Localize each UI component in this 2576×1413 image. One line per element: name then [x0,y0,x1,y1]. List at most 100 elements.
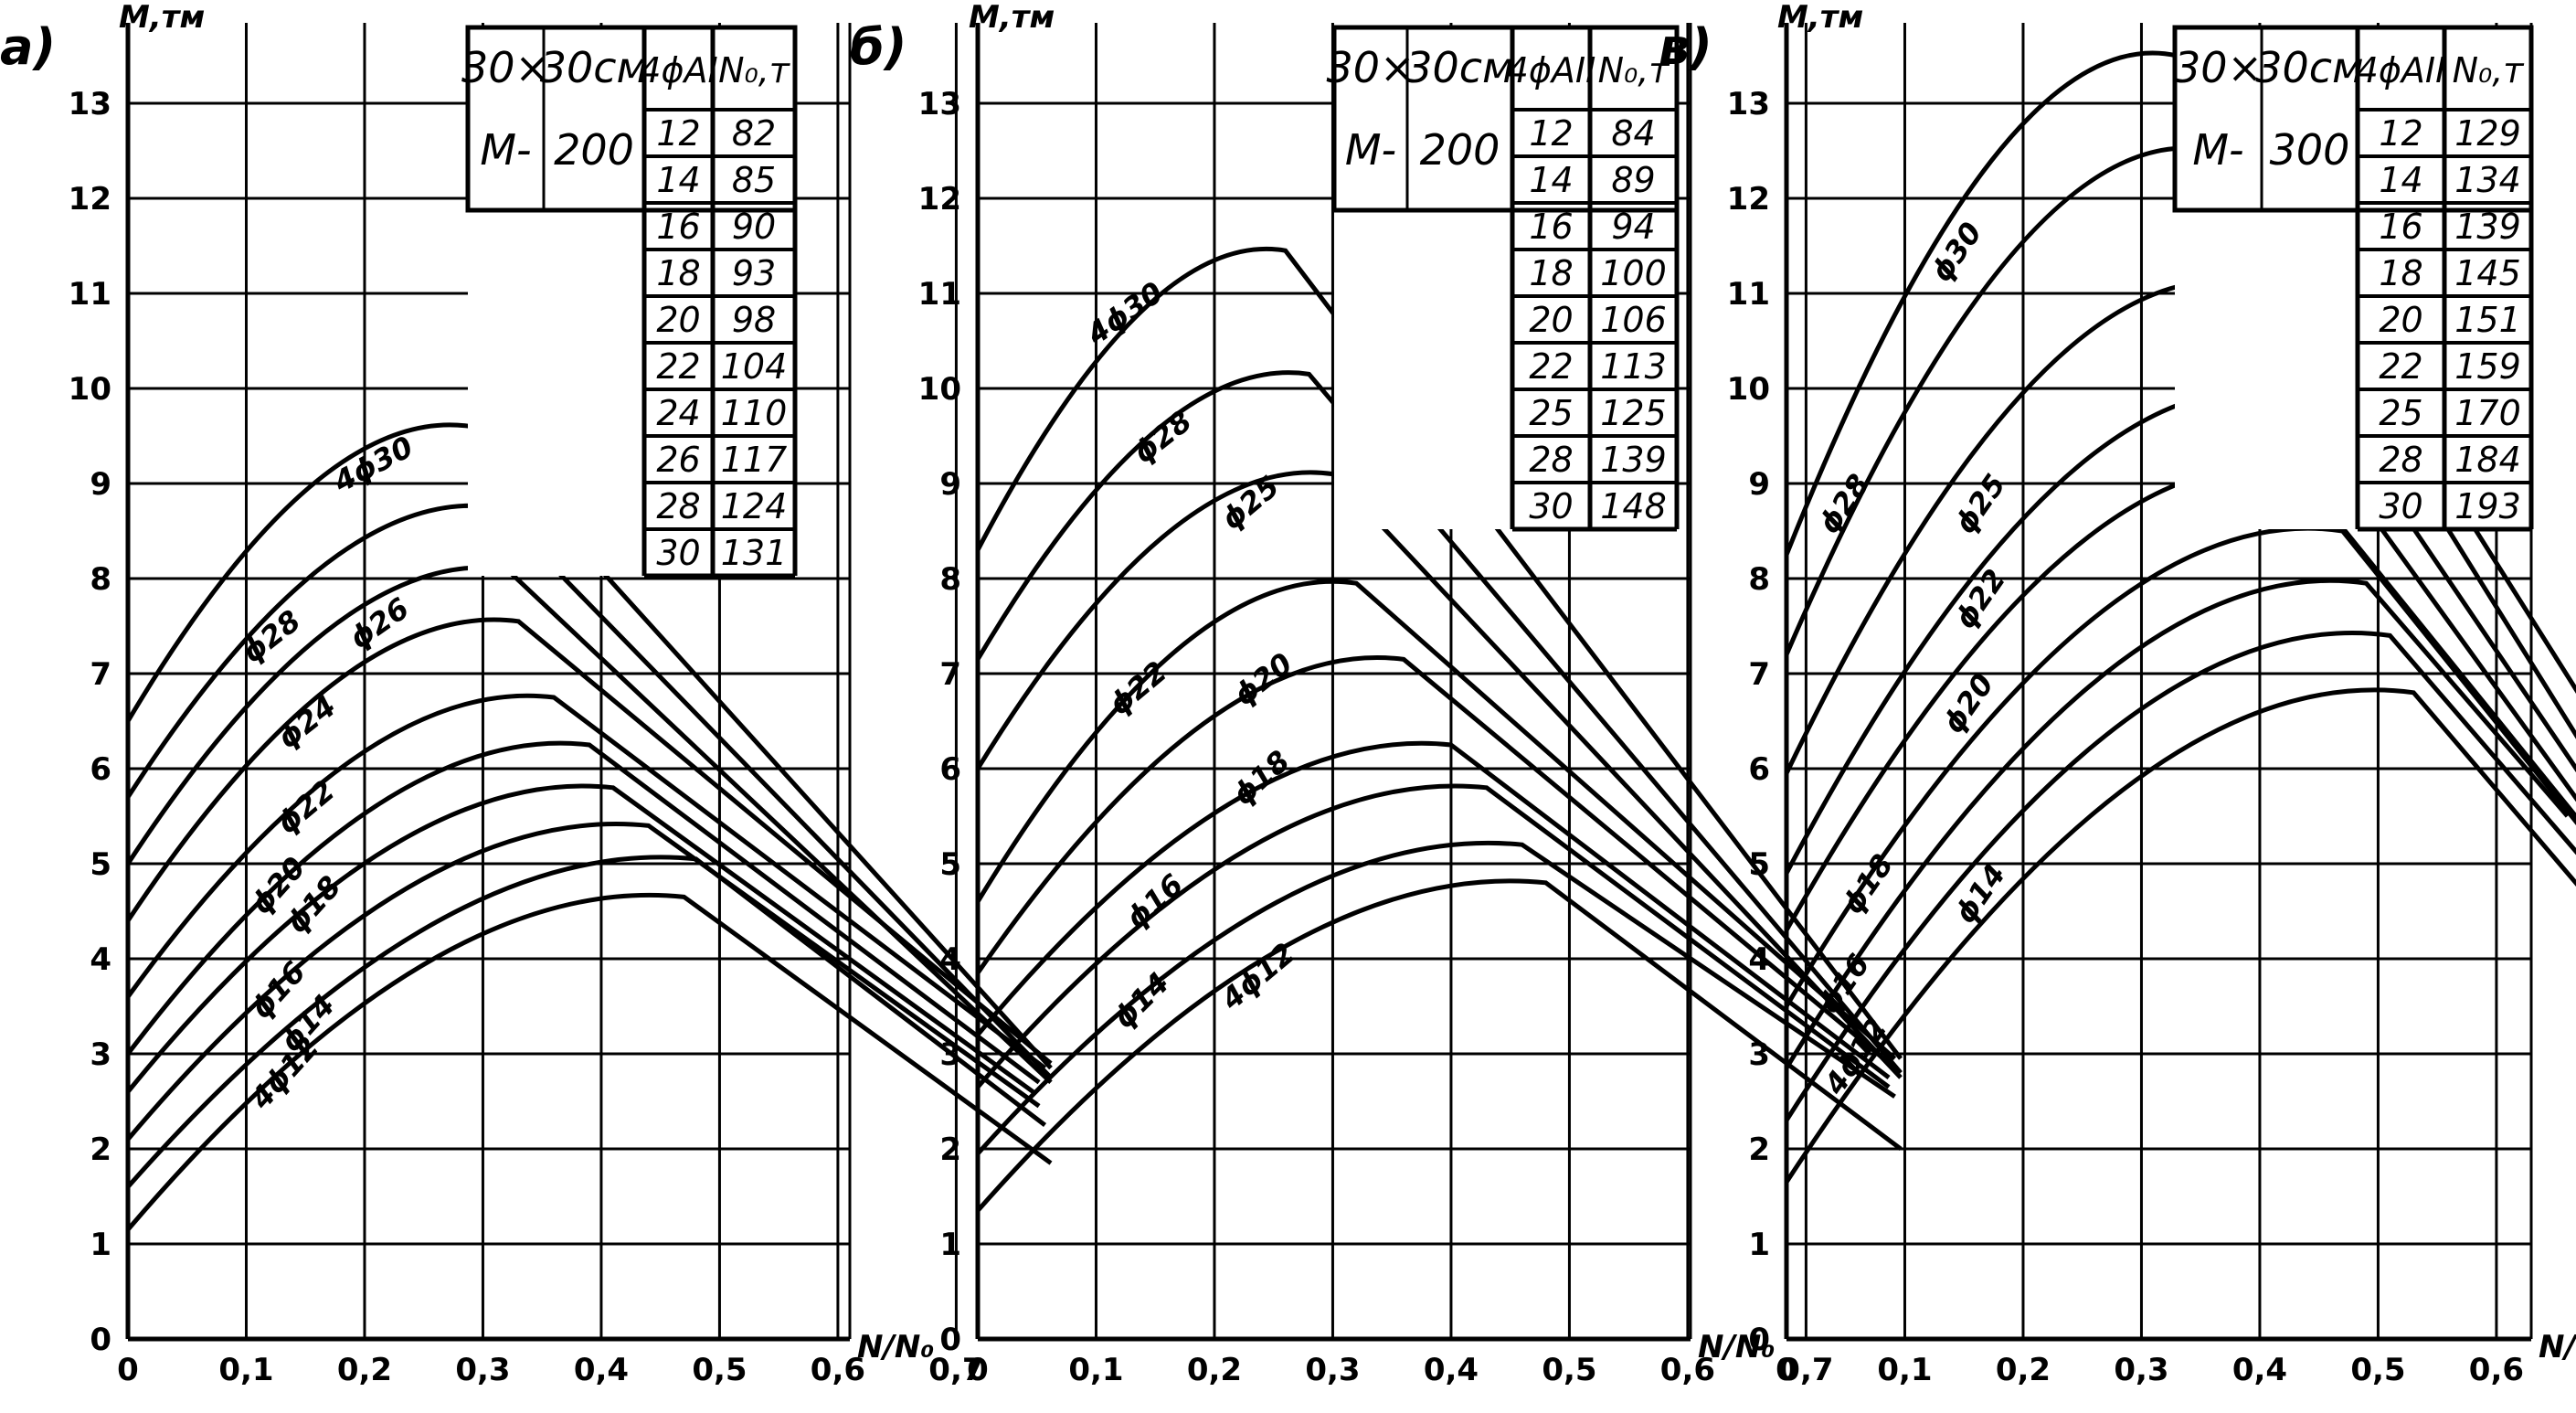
table-cell-bar: 30 [656,533,700,573]
x-tick-label: 0,2 [337,1352,392,1388]
table-header-force: N₀,т [718,50,791,90]
table-cell-bar: 20 [656,300,700,340]
curve-label: ϕ26 [343,590,415,655]
table-cell-force: 145 [2454,253,2521,293]
x-tick-label: 0,6 [811,1352,865,1388]
table-cell-force: 125 [1600,393,1667,433]
table-cell-force: 85 [732,160,776,200]
series-line-8 [975,247,1903,1060]
y-tick-label: 8 [1748,561,1770,598]
y-tick-label: 13 [1727,86,1770,122]
y-tick-label: 4 [1748,941,1770,978]
table-concrete-b: 200 [554,125,634,175]
table-cell-bar: 30 [2379,486,2422,526]
x-tick-label: 0 [117,1352,139,1388]
y-tick-label: 11 [69,276,111,313]
curve-label: ϕ14 [1947,857,2012,930]
series-line-2 [976,783,1891,1089]
curve-label: ϕ22 [270,773,342,841]
x-tick-label: 0,2 [1996,1352,2051,1388]
y-axis-label: M,тм [969,0,1055,36]
series-line-3 [1784,526,2576,1008]
table-cell-bar: 25 [2379,393,2422,433]
y-tick-label: 11 [1727,276,1770,313]
table-cell-force: 129 [2454,113,2521,154]
y-tick-label: 1 [1748,1227,1770,1263]
table-section-a: 30× [1326,43,1415,92]
series-line-4 [975,655,1897,1070]
panel-letter: б) [850,18,906,76]
x-tick-label: 0,4 [574,1352,629,1388]
table-cell-force: 117 [721,440,788,480]
y-tick-label: 9 [939,466,961,503]
table-concrete-a: М- [1345,125,1396,175]
table-cell-force: 94 [1611,207,1655,247]
curve-label: ϕ28 [1127,403,1199,470]
table-cell-force: 110 [721,393,788,433]
panel-letter: в) [1659,18,1712,76]
curve-label: ϕ25 [1214,469,1286,537]
y-tick-label: 10 [918,371,961,408]
y-tick-label: 0 [1748,1322,1770,1358]
x-tick-label: 0,2 [1187,1352,1242,1388]
y-tick-label: 2 [939,1131,961,1168]
table-section-b: 30см [1405,43,1514,92]
table-cell-bar: 25 [1529,393,1573,433]
y-axis-label: M,тм [1777,0,1863,36]
curve-label: 4ϕ30 [1079,275,1169,353]
curve-label: ϕ20 [1935,667,2000,739]
y-tick-label: 7 [1748,656,1770,693]
y-tick-label: 2 [1748,1131,1770,1168]
x-tick-label: 0 [1776,1352,1797,1388]
x-tick-label: 0 [967,1352,989,1388]
series-line-6 [125,617,1053,1066]
y-tick-label: 9 [1748,466,1770,503]
y-tick-label: 5 [939,846,961,883]
y-tick-label: 12 [918,181,961,218]
y-tick-label: 3 [90,1036,111,1073]
table-header-force: N₀,т [1598,50,1671,90]
table-header-force: N₀,т [2453,50,2526,90]
grid [975,23,1807,1342]
curve-label: ϕ30 [1924,216,1988,288]
curve-label: 4ϕ12 [1214,936,1301,1017]
table-cell-bar: 24 [656,393,700,433]
table-cell-force: 93 [732,253,776,293]
table-cell-force: 104 [721,346,788,387]
series-line-2 [126,822,1041,1142]
x-tick-label: 0,7 [1778,1352,1833,1388]
series-line-3 [126,783,1035,1094]
table-cell-bar: 14 [656,160,700,200]
table-cell-force: 90 [732,207,776,247]
x-axis-label: N/N₀ [857,1329,934,1365]
y-tick-label: 8 [939,561,961,598]
y-tick-label: 2 [90,1131,111,1168]
table-cell-bar: 28 [656,486,700,526]
table-cell-bar: 14 [2379,160,2422,200]
table-cell-bar: 14 [1529,160,1573,200]
table-cell-bar: 20 [2379,300,2422,340]
table-header-bar: 4ϕAI [639,50,717,90]
table-concrete-b: 300 [2270,125,2350,175]
y-tick-label: 6 [939,751,961,788]
x-tick-label: 0,7 [928,1352,983,1388]
table-section-b: 30см [540,43,649,92]
series-line-1 [1784,630,2576,1122]
panel-letter: а) [0,18,56,76]
y-tick-label: 3 [939,1036,961,1073]
x-tick-label: 0,1 [1877,1352,1932,1388]
table-cell-bar: 22 [1529,346,1573,387]
table-cell-force: 139 [2454,207,2521,247]
x-tick-label: 0,3 [2114,1352,2168,1388]
y-tick-label: 1 [90,1227,111,1263]
curve-label: 4ϕ30 [327,430,419,500]
table-cell-force: 184 [2454,440,2521,480]
series-line-0 [976,878,1903,1213]
series-line-9 [125,422,1053,1070]
